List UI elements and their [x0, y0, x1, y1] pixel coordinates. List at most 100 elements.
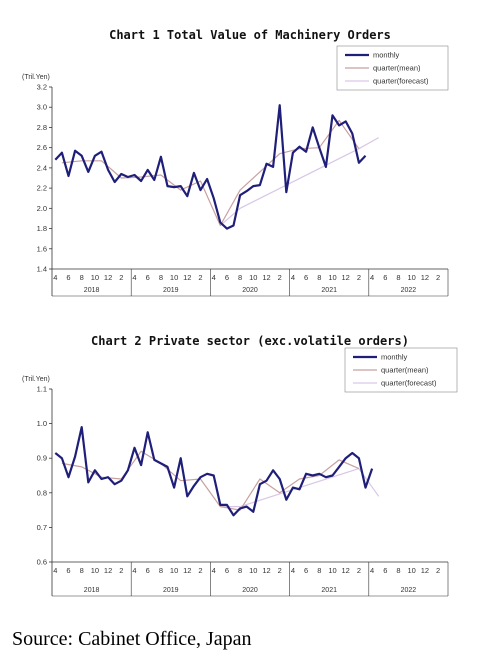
chart-1-y-tick-label: 1.4: [37, 265, 47, 274]
chart-2-legend-label: quarter(mean): [381, 366, 429, 375]
chart-1-x-tick-label: 4: [370, 273, 374, 282]
chart-2-x-tick-label: 6: [225, 566, 229, 575]
chart-2-y-tick-label: 1.1: [37, 385, 47, 394]
chart-1-x-tick-label: 10: [408, 273, 416, 282]
chart-2-x-tick-label: 12: [262, 566, 270, 575]
chart-1-series-quarterforecast: [219, 137, 379, 226]
chart-1-x-tick-label: 6: [304, 273, 308, 282]
chart-2-x-tick-label: 2: [198, 566, 202, 575]
chart-1-y-tick-label: 2.2: [37, 184, 47, 193]
chart-1-x-tick-label: 10: [170, 273, 178, 282]
chart-1-x-tick-label: 8: [396, 273, 400, 282]
chart-2-x-tick-label: 12: [183, 566, 191, 575]
chart-1-x-tick-label: 2: [198, 273, 202, 282]
chart-1-y-tick-label: 3.2: [37, 83, 47, 92]
chart-2-x-tick-label: 8: [396, 566, 400, 575]
chart-2-x-tick-label: 8: [317, 566, 321, 575]
chart-2-x-tick-label: 10: [170, 566, 178, 575]
chart-1-unit-label: (Tril.Yen): [22, 74, 50, 81]
chart-2-unit-label: (Tril.Yen): [22, 376, 50, 383]
source-note: Source: Cabinet Office, Japan: [12, 628, 252, 650]
chart-2-legend-label: monthly: [381, 353, 408, 362]
chart-2-x-tick-label: 2: [119, 566, 123, 575]
chart-1-x-tick-label: 2: [436, 273, 440, 282]
chart-2-y-tick-label: 0.8: [37, 488, 47, 497]
chart-1-x-tick-label: 2: [278, 273, 282, 282]
chart-2-x-tick-label: 6: [146, 566, 150, 575]
chart-1-x-tick-label: 6: [383, 273, 387, 282]
chart-1-x-tick-label: 4: [291, 273, 295, 282]
chart-1-x-tick-label: 6: [146, 273, 150, 282]
chart-1-x-tick-label: 12: [421, 273, 429, 282]
chart-1-x-tick-label: 12: [262, 273, 270, 282]
chart-1-y-tick-label: 2.8: [37, 123, 47, 132]
chart-1-legend: [336, 45, 449, 91]
chart-1-x-tick-label: 10: [249, 273, 257, 282]
chart-1-y-tick-label: 1.6: [37, 244, 47, 253]
chart-1-x-tick-label: 2: [119, 273, 123, 282]
chart-1-x-tick-label: 8: [238, 273, 242, 282]
chart-2-y-tick-label: 0.9: [37, 454, 47, 463]
chart-1-legend-label: monthly: [373, 51, 400, 60]
chart-2-x-tick-label: 12: [104, 566, 112, 575]
chart-1-x-tick-label: 4: [212, 273, 216, 282]
chart-1-x-tick-label: 6: [66, 273, 70, 282]
chart-1-x-tick-label: 10: [328, 273, 336, 282]
chart-1-x-tick-label: 8: [159, 273, 163, 282]
chart-1-y-tick-label: 2.4: [37, 163, 47, 172]
chart-1-y-tick-label: 2.0: [37, 204, 47, 213]
chart-1-x-tick-label: 8: [317, 273, 321, 282]
chart-1-year-label: 2021: [321, 287, 337, 294]
chart-2-x-tick-label: 4: [291, 566, 295, 575]
chart-2-year-label: 2018: [84, 587, 100, 594]
chart-1-x-tick-label: 12: [104, 273, 112, 282]
chart-2-year-label: 2021: [321, 587, 337, 594]
chart-2-x-tick-label: 6: [66, 566, 70, 575]
chart-1: Chart 1 Total Value of Machinery Orders (…: [0, 0, 501, 310]
chart-1-year-label: 2018: [84, 287, 100, 294]
chart-2-x-tick-label: 6: [383, 566, 387, 575]
chart-1-x-tick-label: 2: [357, 273, 361, 282]
chart-2-y-tick-label: 0.6: [37, 558, 47, 567]
chart-2-year-label: 2020: [242, 587, 258, 594]
chart-2-x-tick-label: 10: [408, 566, 416, 575]
chart-2-x-tick-label: 12: [421, 566, 429, 575]
chart-1-x-tick-label: 8: [80, 273, 84, 282]
chart-2-x-tick-label: 2: [436, 566, 440, 575]
chart-2-series-monthly: [54, 425, 374, 517]
chart-2-x-tick-label: 4: [53, 566, 57, 575]
chart-1-year-label: 2019: [163, 287, 179, 294]
chart-2-x-tick-label: 2: [278, 566, 282, 575]
chart-1-title: Chart 1 Total Value of Machinery Orders: [109, 28, 391, 42]
chart-1-year-label: 2020: [242, 287, 258, 294]
chart-2-series-quartermean: [61, 450, 360, 511]
chart-2-x-tick-label: 2: [357, 566, 361, 575]
chart-2-y-tick-label: 1.0: [37, 419, 47, 428]
chart-2-x-tick-label: 8: [159, 566, 163, 575]
chart-2-x-tick-label: 10: [91, 566, 99, 575]
chart-2-x-tick-label: 6: [304, 566, 308, 575]
chart-2-x-tick-label: 8: [238, 566, 242, 575]
chart-2-legend-label: quarter(forecast): [381, 379, 437, 388]
chart-1-x-tick-label: 12: [183, 273, 191, 282]
chart-1-x-tick-label: 4: [132, 273, 136, 282]
chart-1-year-label: 2022: [401, 287, 417, 294]
chart-2-x-tick-label: 4: [212, 566, 216, 575]
chart-1-y-tick-label: 1.8: [37, 224, 47, 233]
chart-1-series-quartermean: [61, 119, 360, 227]
chart-1-x-tick-label: 4: [53, 273, 57, 282]
chart-1-svg: Chart 1 Total Value of Machinery Orders (…: [22, 28, 449, 297]
chart-2-x-tick-label: 4: [370, 566, 374, 575]
chart-2: Chart 2 Private sector (exc.volatile ord…: [0, 328, 501, 618]
chart-2-year-label: 2022: [401, 587, 417, 594]
chart-2-x-tick-label: 12: [342, 566, 350, 575]
chart-1-x-tick-label: 10: [91, 273, 99, 282]
chart-1-x-tick-label: 12: [342, 273, 350, 282]
chart-2-x-tick-label: 10: [249, 566, 257, 575]
chart-2-title: Chart 2 Private sector (exc.volatile ord…: [91, 334, 409, 348]
chart-2-year-label: 2019: [163, 587, 179, 594]
chart-2-x-tick-label: 8: [80, 566, 84, 575]
chart-1-y-tick-label: 3.0: [37, 103, 47, 112]
chart-1-y-tick-label: 2.6: [37, 143, 47, 152]
chart-2-svg: Chart 2 Private sector (exc.volatile ord…: [22, 334, 458, 597]
